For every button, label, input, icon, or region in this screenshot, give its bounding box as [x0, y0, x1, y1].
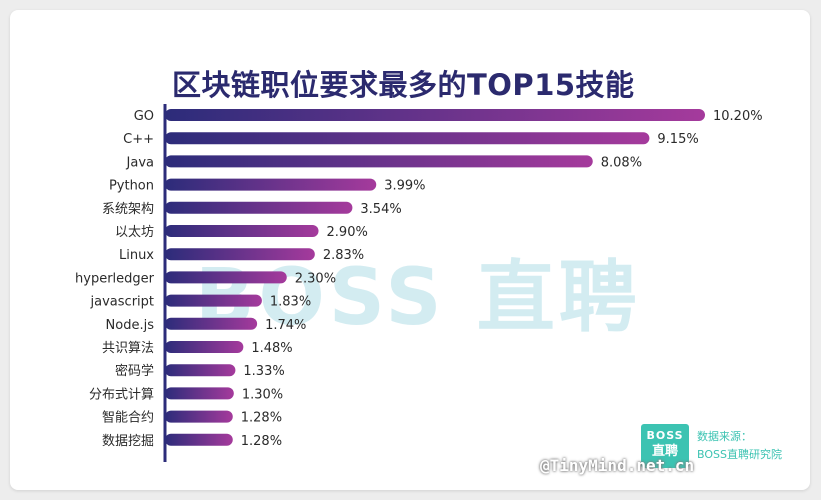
source-label: 数据来源：: [697, 430, 752, 443]
bar-5: [165, 225, 319, 237]
value-label: 1.48%: [251, 341, 292, 356]
category-label: Linux: [119, 248, 154, 263]
value-label: 1.83%: [270, 295, 311, 310]
bar-9: [165, 317, 258, 330]
chart-card: BOSS 直聘 区块链职位要求最多的TOP15技能: [10, 10, 810, 490]
bar-12: [165, 387, 234, 400]
bar-6: [165, 248, 315, 261]
bar-11: [165, 364, 236, 377]
source-name: BOSS直聘研究院: [697, 448, 782, 461]
logo-top-text: BOSS: [646, 429, 684, 442]
category-label: hyperledger: [75, 271, 155, 286]
category-label: 系统架构: [102, 202, 154, 217]
value-label: 2.30%: [295, 271, 336, 286]
bar-8: [165, 294, 262, 307]
data-source: 数据来源： BOSS直聘研究院: [697, 428, 782, 464]
category-label: GO: [134, 109, 154, 124]
category-label: javascript: [90, 295, 154, 310]
value-label: 8.08%: [601, 155, 642, 170]
category-label: Node.js: [106, 318, 155, 333]
bar-1: [165, 132, 650, 145]
value-label: 10.20%: [713, 109, 763, 124]
value-label: 1.74%: [265, 318, 306, 333]
category-label: 智能合约: [102, 411, 154, 426]
category-label: C++: [123, 132, 154, 147]
watermark: BOSS 直聘: [195, 253, 641, 343]
value-label: 1.28%: [241, 411, 282, 426]
boss-logo: BOSS 直聘: [641, 424, 689, 468]
value-label: 2.90%: [327, 225, 368, 240]
value-label: 1.28%: [241, 434, 282, 449]
category-label: 共识算法: [102, 341, 154, 356]
value-label: 3.99%: [384, 179, 425, 194]
bar-14: [165, 433, 233, 446]
category-label: 以太坊: [115, 225, 154, 240]
value-label: 1.33%: [243, 364, 284, 379]
bar-4: [165, 201, 353, 214]
bar-7: [165, 271, 287, 284]
bar-0: [165, 109, 705, 121]
category-label: 分布式计算: [89, 387, 154, 402]
value-label: 3.54%: [360, 202, 401, 217]
bar-3: [165, 178, 377, 191]
credit-watermark: @TinyMind.net.cn: [540, 456, 695, 475]
bar-2: [165, 155, 593, 168]
category-label: 密码学: [115, 363, 154, 379]
value-label: 1.30%: [242, 387, 283, 402]
logo-bottom-text: 直聘: [651, 444, 678, 459]
category-label: Java: [126, 155, 154, 170]
bar-13: [165, 410, 233, 423]
bar-10: [165, 341, 244, 353]
chart-title: 区块链职位要求最多的TOP15技能: [172, 68, 635, 102]
category-label: 数据挖掘: [102, 434, 154, 449]
value-label: 2.83%: [323, 248, 364, 263]
category-label: Python: [109, 179, 154, 194]
value-label: 9.15%: [657, 132, 698, 147]
